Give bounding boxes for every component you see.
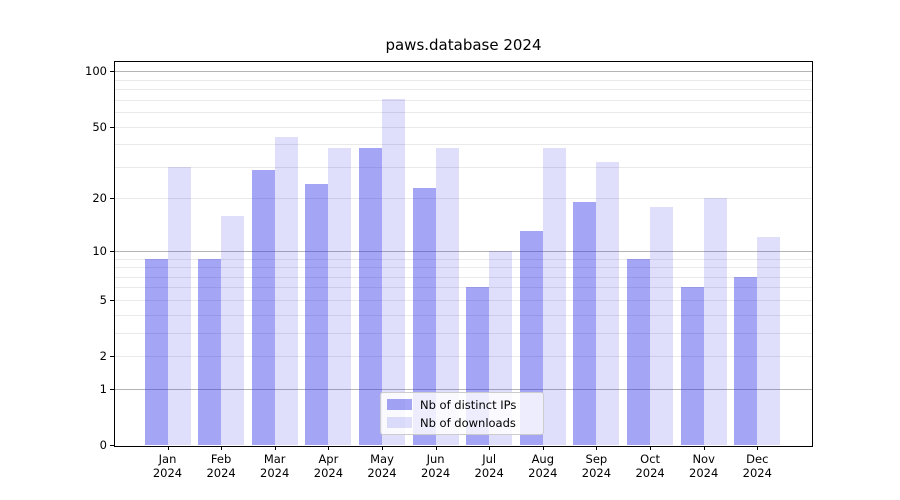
x-tick-label-apr-2024: Apr 2024 — [313, 452, 344, 480]
y-tick-label-1: 1 — [99, 381, 107, 396]
x-tick-label-dec-2024: Dec 2024 — [742, 452, 772, 480]
bar-nb-of-distinct-ips-nov-2024 — [680, 287, 704, 445]
legend-label-distinct-ips: Nb of distinct IPs — [420, 397, 517, 412]
gridline-minor-20 — [115, 198, 812, 200]
y-tick-label-20: 20 — [92, 191, 107, 206]
y-tick-label-5: 5 — [99, 292, 107, 307]
x-tick-apr-2024 — [328, 446, 330, 450]
bar-nb-of-downloads-jun-2024 — [435, 148, 459, 445]
y-tick-100 — [110, 71, 115, 73]
y-tick-1 — [110, 388, 115, 390]
x-tick-jan-2024 — [167, 446, 169, 450]
legend-swatch-downloads — [387, 417, 412, 428]
y-tick-20 — [110, 198, 115, 200]
bar-nb-of-distinct-ips-feb-2024 — [198, 258, 222, 445]
y-tick-50 — [110, 126, 115, 128]
legend-label-downloads: Nb of downloads — [420, 415, 516, 430]
bar-nb-of-downloads-sep-2024 — [596, 161, 620, 445]
gridline-minor-40 — [115, 144, 812, 146]
chart-title: paws.database 2024 — [385, 36, 542, 54]
x-tick-mar-2024 — [274, 446, 276, 450]
bar-nb-of-distinct-ips-sep-2024 — [573, 202, 597, 445]
gridline-minor-9 — [115, 258, 812, 260]
bar-nb-of-downloads-apr-2024 — [328, 148, 352, 445]
bar-nb-of-downloads-aug-2024 — [542, 148, 566, 445]
bar-nb-of-downloads-nov-2024 — [703, 198, 727, 445]
y-tick-label-2: 2 — [99, 349, 107, 363]
y-tick-label-50: 50 — [92, 119, 107, 134]
gridline-major-1 — [115, 388, 812, 390]
gridline-minor-70 — [115, 99, 812, 101]
bar-nb-of-distinct-ips-jan-2024 — [144, 258, 168, 445]
y-tick-label-10: 10 — [92, 243, 107, 258]
x-tick-feb-2024 — [221, 446, 223, 450]
bar-nb-of-distinct-ips-apr-2024 — [305, 184, 329, 445]
bar-nb-of-distinct-ips-jun-2024 — [412, 187, 436, 445]
x-tick-label-oct-2024: Oct 2024 — [635, 452, 665, 480]
gridline-minor-90 — [115, 79, 812, 81]
bar-nb-of-downloads-dec-2024 — [757, 237, 781, 445]
x-tick-label-jul-2024: Jul 2024 — [474, 452, 504, 480]
gridline-minor-8 — [115, 267, 812, 268]
x-tick-oct-2024 — [650, 446, 652, 450]
bar-nb-of-downloads-mar-2024 — [274, 136, 298, 445]
x-tick-label-jan-2024: Jan 2024 — [152, 452, 183, 480]
legend-item-downloads: Nb of downloads — [387, 416, 537, 430]
x-tick-label-jun-2024: Jun 2024 — [420, 452, 451, 480]
x-tick-jul-2024 — [489, 446, 491, 450]
bar-nb-of-distinct-ips-may-2024 — [359, 148, 382, 445]
gridline-minor-4 — [115, 314, 812, 316]
gridline-minor-2 — [115, 356, 812, 357]
gridline-minor-80 — [115, 89, 812, 91]
gridline-major-100 — [115, 71, 812, 73]
gridline-minor-7 — [115, 276, 812, 278]
x-tick-dec-2024 — [757, 446, 759, 450]
gridline-minor-3 — [115, 332, 812, 334]
gridline-minor-6 — [115, 287, 812, 289]
gridline-minor-5 — [115, 299, 812, 301]
x-tick-may-2024 — [382, 446, 383, 450]
legend-item-distinct-ips: Nb of distinct IPs — [387, 398, 537, 412]
bar-nb-of-downloads-jan-2024 — [167, 166, 191, 445]
x-tick-label-nov-2024: Nov 2024 — [689, 452, 719, 480]
bar-nb-of-distinct-ips-oct-2024 — [627, 258, 651, 445]
bar-nb-of-downloads-oct-2024 — [650, 206, 674, 445]
bar-nb-of-distinct-ips-mar-2024 — [251, 169, 275, 445]
legend: Nb of distinct IPs Nb of downloads — [380, 392, 544, 435]
bar-nb-of-downloads-feb-2024 — [221, 215, 245, 445]
gridline-minor-60 — [115, 112, 812, 113]
x-tick-aug-2024 — [542, 446, 544, 450]
x-tick-label-sep-2024: Sep 2024 — [581, 452, 612, 480]
x-tick-label-mar-2024: Mar 2024 — [260, 452, 290, 480]
y-tick-10 — [110, 250, 115, 252]
y-tick-label-100: 100 — [85, 64, 107, 79]
y-tick-label-0: 0 — [99, 438, 107, 452]
x-tick-sep-2024 — [596, 446, 598, 450]
x-tick-nov-2024 — [703, 446, 705, 450]
gridline-minor-30 — [115, 166, 812, 168]
y-tick-2 — [110, 356, 115, 357]
x-tick-label-may-2024: May 2024 — [367, 452, 397, 480]
x-tick-label-feb-2024: Feb 2024 — [206, 452, 236, 480]
y-tick-5 — [110, 299, 115, 301]
bar-nb-of-downloads-may-2024 — [382, 98, 405, 445]
x-tick-label-aug-2024: Aug 2024 — [528, 452, 558, 480]
bar-nb-of-distinct-ips-aug-2024 — [519, 231, 543, 445]
gridline-minor-50 — [115, 126, 812, 128]
y-tick-0 — [110, 445, 115, 446]
legend-swatch-distinct-ips — [387, 399, 412, 410]
gridline-major-10 — [115, 250, 812, 252]
bar-nb-of-distinct-ips-dec-2024 — [734, 276, 758, 445]
x-tick-jun-2024 — [435, 446, 437, 450]
